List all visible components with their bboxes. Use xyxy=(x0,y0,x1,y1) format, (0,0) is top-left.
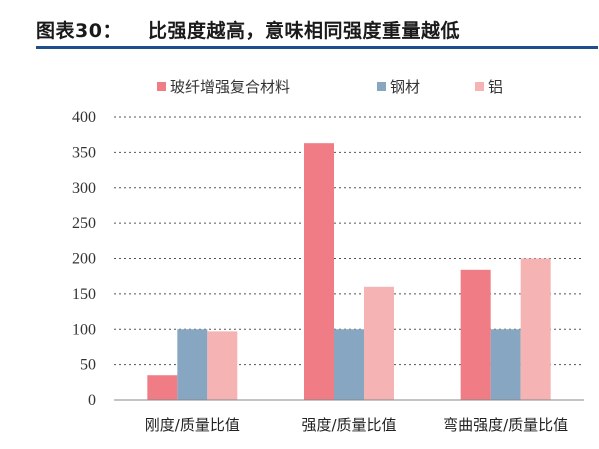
y-tick-label: 150 xyxy=(72,286,96,303)
y-tick-label: 100 xyxy=(72,321,96,338)
y-tick-label: 300 xyxy=(72,180,96,197)
legend-swatch xyxy=(157,82,166,91)
bar xyxy=(147,375,178,400)
bar xyxy=(520,258,551,400)
x-tick-label: 刚度/质量比值 xyxy=(145,416,240,434)
legend-label: 钢材 xyxy=(390,78,420,96)
title-rule xyxy=(36,46,598,49)
legend-label: 玻纤增强复合材料 xyxy=(170,78,290,96)
y-tick-label: 350 xyxy=(72,144,96,161)
figure-title: 图表30： 比强度越高，意味相同强度重量越低 xyxy=(36,16,460,43)
bar xyxy=(364,286,394,400)
y-tick-label: 0 xyxy=(88,392,96,409)
legend-swatch xyxy=(475,82,484,91)
figure-label: 图表30： xyxy=(36,20,122,42)
bar xyxy=(207,331,238,400)
legend-label: 铝 xyxy=(488,78,503,96)
bar xyxy=(490,329,521,400)
x-axis: 刚度/质量比值 强度/质量比值 弯曲强度/质量比值 xyxy=(114,399,584,434)
y-tick-label: 250 xyxy=(72,215,96,232)
legend: 玻纤增强复合材料 钢材 铝 xyxy=(157,78,503,96)
y-tick-label: 400 xyxy=(72,109,96,126)
y-axis: 0 50 100 150 200 250 300 350 400 xyxy=(72,109,96,409)
bar xyxy=(177,329,208,400)
figure-caption: 比强度越高，意味相同强度重量越低 xyxy=(147,20,460,42)
legend-swatch xyxy=(377,82,386,91)
grid-lines xyxy=(114,116,584,366)
bar xyxy=(304,143,334,401)
bar xyxy=(334,329,364,400)
y-tick-label: 200 xyxy=(72,251,96,268)
y-tick-label: 50 xyxy=(80,357,96,374)
bar xyxy=(460,269,491,400)
x-tick-label: 强度/质量比值 xyxy=(301,416,396,434)
bars xyxy=(147,143,551,401)
x-tick-label: 弯曲强度/质量比值 xyxy=(443,416,568,434)
